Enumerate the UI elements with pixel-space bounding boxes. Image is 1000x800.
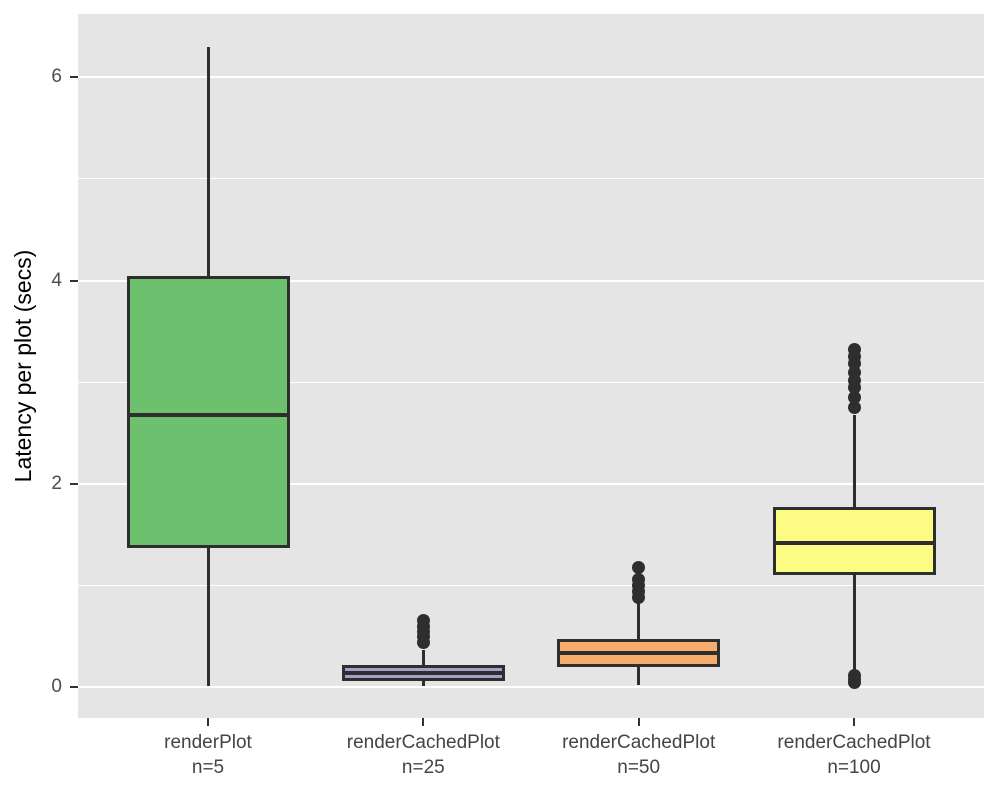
outlier-dot-rendercachedplot-n-100 bbox=[847, 391, 861, 405]
x-tick-label-name: renderCachedPlot bbox=[777, 732, 931, 753]
x-tick-mark bbox=[853, 718, 855, 726]
upper-whisker-rendercachedplot-n-25 bbox=[421, 649, 425, 666]
box-renderplot-n-5 bbox=[126, 276, 290, 549]
median-line-rendercachedplot-n-100 bbox=[772, 541, 936, 546]
x-tick-label-n: n=50 bbox=[617, 757, 661, 778]
outlier-dot-rendercachedplot-n-100 bbox=[847, 343, 861, 357]
x-tick-label: renderCachedPlot n=100 bbox=[739, 730, 969, 780]
upper-whisker-rendercachedplot-n-50 bbox=[637, 603, 641, 639]
x-tick-label-name: renderCachedPlot bbox=[562, 732, 716, 753]
x-tick-label-n: n=5 bbox=[191, 757, 225, 778]
y-tick-mark bbox=[70, 76, 78, 79]
x-tick-mark bbox=[422, 718, 425, 726]
y-tick-label: 0 bbox=[51, 676, 62, 698]
gridline-minor bbox=[78, 585, 984, 587]
upper-whisker-rendercachedplot-n-100 bbox=[852, 414, 856, 508]
gridline-major bbox=[78, 279, 984, 282]
gridline-major bbox=[78, 76, 984, 79]
box-rendercachedplot-n-100 bbox=[772, 507, 936, 575]
x-tick-label: renderCachedPlot n=50 bbox=[524, 730, 754, 780]
lower-whisker-rendercachedplot-n-100 bbox=[852, 574, 856, 672]
gridline-major bbox=[78, 483, 984, 485]
gridline-major bbox=[78, 686, 984, 689]
x-tick-label-n: n=100 bbox=[827, 757, 881, 778]
outlier-dot-rendercachedplot-n-50 bbox=[632, 560, 646, 574]
x-tick-label: renderPlot n=5 bbox=[93, 730, 323, 780]
gridline-minor bbox=[78, 381, 984, 383]
x-tick-label-name: renderPlot bbox=[164, 732, 252, 753]
outlier-dot-rendercachedplot-n-100 bbox=[847, 401, 861, 415]
y-tick-label: 2 bbox=[51, 473, 62, 494]
x-tick-mark bbox=[637, 718, 640, 726]
x-tick-mark bbox=[207, 718, 209, 726]
y-tick-mark bbox=[70, 483, 78, 485]
gridline-minor bbox=[78, 178, 984, 180]
median-line-renderplot-n-5 bbox=[126, 412, 290, 417]
y-axis-title: Latency per plot (secs) bbox=[10, 249, 36, 483]
x-tick-label-n: n=25 bbox=[401, 757, 445, 778]
lower-whisker-rendercachedplot-n-50 bbox=[637, 667, 641, 686]
y-tick-label: 6 bbox=[51, 66, 62, 88]
lower-whisker-renderplot-n-5 bbox=[206, 548, 210, 687]
outlier-dot-rendercachedplot-n-50 bbox=[632, 573, 646, 587]
median-line-rendercachedplot-n-50 bbox=[557, 650, 721, 655]
x-tick-label: renderCachedPlot n=25 bbox=[308, 730, 538, 780]
outlier-dot-rendercachedplot-n-100 bbox=[847, 668, 861, 682]
y-tick-label: 4 bbox=[51, 269, 62, 291]
upper-whisker-renderplot-n-5 bbox=[206, 46, 210, 277]
lower-whisker-rendercachedplot-n-25 bbox=[421, 681, 425, 687]
outlier-dot-rendercachedplot-n-25 bbox=[416, 613, 430, 627]
y-tick-mark bbox=[70, 686, 78, 689]
median-line-rendercachedplot-n-25 bbox=[341, 671, 505, 676]
y-tick-mark bbox=[70, 279, 78, 282]
x-tick-label-name: renderCachedPlot bbox=[346, 732, 500, 753]
plot-panel bbox=[78, 14, 984, 718]
